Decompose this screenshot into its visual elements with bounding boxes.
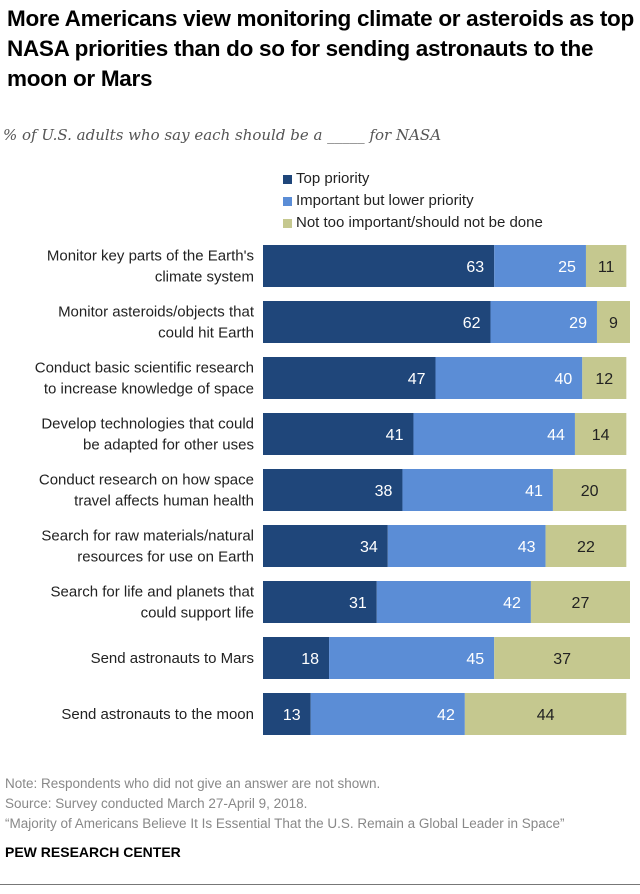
data-label: 38 — [375, 483, 393, 500]
data-label: 42 — [437, 707, 455, 724]
data-label: 34 — [360, 539, 378, 556]
data-label: 47 — [408, 371, 426, 388]
category-label: Search for raw materials/natural — [41, 528, 254, 545]
chart-title: More Americans view monitoring climate o… — [7, 6, 634, 91]
legend: Top priority Important but lower priorit… — [283, 168, 543, 234]
category-label: could support life — [141, 605, 254, 622]
data-label: 25 — [558, 259, 576, 276]
data-label: 11 — [598, 259, 615, 276]
source: Source: Survey conducted March 27-April … — [5, 796, 308, 811]
category-label: Monitor key parts of the Earth's — [47, 248, 254, 265]
bar-segment — [329, 637, 495, 679]
legend-swatch-not — [283, 218, 292, 228]
data-label: 42 — [503, 595, 521, 612]
category-label: be adapted for other uses — [83, 437, 254, 454]
legend-swatch-important — [283, 196, 292, 206]
data-label: 13 — [283, 707, 301, 724]
category-label: could hit Earth — [158, 325, 254, 342]
data-label: 18 — [301, 651, 319, 668]
bar-segment — [263, 357, 436, 399]
legend-swatch-top — [283, 174, 292, 184]
note: Note: Respondents who did not give an an… — [5, 776, 381, 791]
bar-segment — [263, 581, 377, 623]
bar-segment — [582, 357, 627, 399]
chart-subtitle: % of U.S. adults who say each should be … — [3, 126, 442, 144]
brand: PEW RESEARCH CENTER — [5, 844, 181, 860]
legend-item-top: Top priority — [283, 168, 543, 190]
category-label: Conduct research on how space — [39, 472, 254, 489]
bar-segment — [376, 581, 531, 623]
legend-item-not: Not too important/should not be done — [283, 212, 543, 234]
category-label: Send astronauts to the moon — [61, 706, 254, 723]
data-label: 43 — [518, 539, 536, 556]
bar-segment — [596, 301, 630, 343]
bar-segment — [263, 469, 403, 511]
bar-segment — [574, 413, 627, 455]
data-label: 22 — [577, 539, 595, 556]
legend-label: Top priority — [296, 170, 370, 187]
data-label: 31 — [349, 595, 367, 612]
bar-segment — [263, 413, 414, 455]
category-label: Conduct basic scientific research — [35, 360, 254, 377]
bar-segment — [490, 301, 597, 343]
bar-segment — [263, 525, 388, 567]
bar-segment — [494, 637, 630, 679]
category-label: Send astronauts to Mars — [91, 650, 254, 667]
category-label: Develop technologies that could — [41, 416, 254, 433]
data-label: 41 — [525, 483, 543, 500]
category-label: climate system — [155, 269, 254, 286]
bar-segment — [263, 693, 311, 735]
category-label: resources for use on Earth — [77, 549, 254, 566]
legend-item-important: Important but lower priority — [283, 190, 543, 212]
data-label: 27 — [572, 595, 590, 612]
bar-segment — [387, 525, 546, 567]
data-label: 9 — [609, 315, 618, 332]
data-label: 44 — [547, 427, 565, 444]
bar-segment — [263, 245, 495, 287]
category-label: Monitor asteroids/objects that — [58, 304, 255, 321]
data-label: 45 — [466, 651, 484, 668]
bar-segment — [464, 693, 627, 735]
bar-segment — [494, 245, 586, 287]
bar-segment — [263, 637, 330, 679]
category-label: to increase knowledge of space — [44, 381, 254, 398]
data-label: 41 — [386, 427, 404, 444]
report-title: “Majority of Americans Believe It Is Ess… — [5, 816, 565, 831]
data-label: 12 — [595, 371, 613, 388]
footnotes: Note: Respondents who did not give an an… — [5, 774, 565, 834]
data-label: 14 — [592, 427, 610, 444]
data-label: 37 — [553, 651, 571, 668]
divider — [0, 884, 640, 885]
bar-segment — [552, 469, 627, 511]
legend-label: Not too important/should not be done — [296, 214, 543, 231]
bar-segment — [530, 581, 630, 623]
bar-segment — [263, 301, 491, 343]
bar-segment — [402, 469, 553, 511]
category-label: Search for life and planets that — [51, 584, 255, 601]
bar-segment — [585, 245, 627, 287]
data-label: 63 — [466, 259, 484, 276]
bar-segment — [413, 413, 575, 455]
bar-segment — [435, 357, 583, 399]
data-label: 20 — [581, 483, 599, 500]
bar-chart: Monitor key parts of the Earth's climate … — [35, 245, 630, 735]
legend-label: Important but lower priority — [296, 192, 474, 209]
data-label: 29 — [569, 315, 587, 332]
data-label: 40 — [554, 371, 572, 388]
category-label: travel affects human health — [74, 493, 254, 510]
data-label: 62 — [463, 315, 481, 332]
bar-segment — [545, 525, 627, 567]
data-label: 44 — [537, 707, 555, 724]
bar-segment — [310, 693, 465, 735]
